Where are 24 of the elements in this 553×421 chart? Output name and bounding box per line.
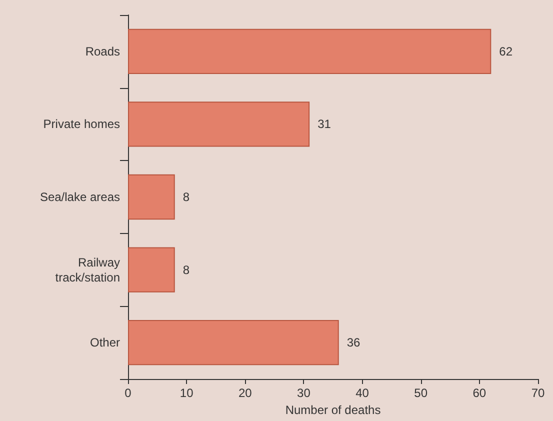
x-tick-label: 50 [414,386,428,400]
x-tick-label: 20 [238,386,252,400]
bar [128,102,310,147]
bar [128,247,175,292]
bar [128,174,175,220]
y-tick-label: Other [90,336,120,350]
data-label: 36 [346,336,361,350]
y-tick-label: Railway track/station [55,255,120,284]
data-label: 31 [318,117,332,132]
x-tick-label: 30 [297,386,311,400]
y-tick-label: Roads [85,44,120,58]
x-axis-title: Number of deaths [285,402,381,417]
y-tick-label: Private homes [43,117,120,132]
y-tick-label: Sea/lake areas [40,190,120,204]
x-tick-label: 0 [124,386,132,400]
bar [128,320,339,366]
x-tick-label: 60 [472,386,486,400]
data-label: 8 [182,190,190,204]
data-label: 8 [182,262,190,277]
x-tick-label: 10 [180,386,194,400]
data-label: 62 [499,44,513,58]
bar [128,28,492,74]
x-tick-label: 70 [531,386,545,400]
x-tick-label: 40 [356,386,370,400]
